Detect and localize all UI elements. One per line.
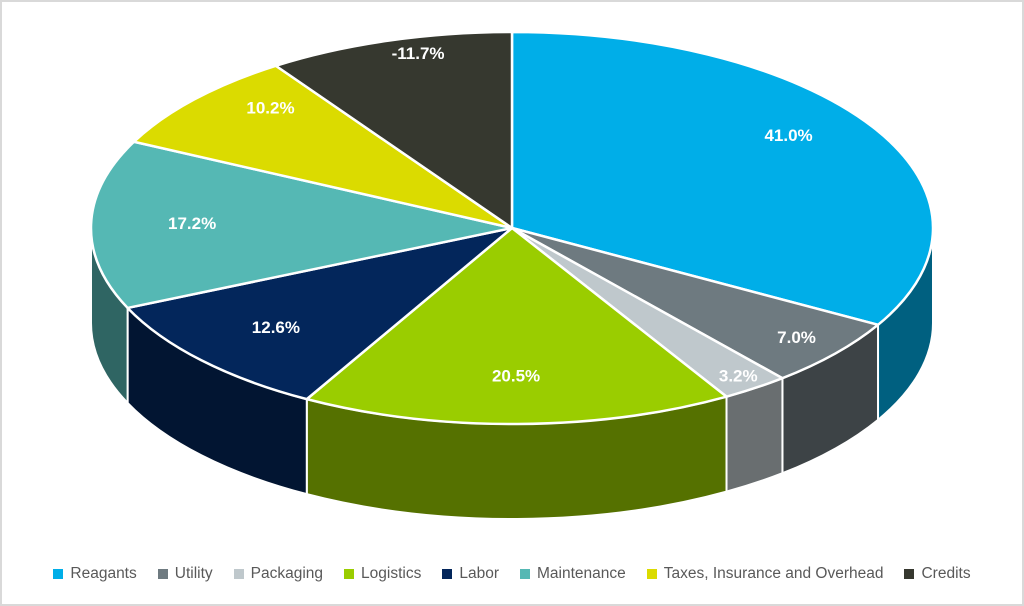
legend-item-utility[interactable]: Utility: [157, 565, 213, 583]
legend-label: Taxes, Insurance and Overhead: [663, 565, 884, 583]
legend-marker-labor: [442, 569, 453, 579]
legend-marker-logistics: [344, 569, 355, 579]
legend-item-packaging[interactable]: Packaging: [233, 565, 324, 583]
slice-label-logistics: 20.5%: [492, 366, 540, 385]
pie-slice-maintenance[interactable]: [89, 140, 514, 310]
legend-marker-credits: [904, 569, 915, 579]
slice-label-labor: 12.6%: [252, 318, 300, 337]
slice-label-credits: -11.7%: [392, 44, 445, 63]
pie-slice-logistics[interactable]: [305, 226, 728, 426]
pie-slice-utility[interactable]: [510, 226, 880, 380]
legend-marker-maintenance: [520, 569, 530, 579]
legend-label: Packaging: [250, 565, 324, 583]
chart-legend: Reagants Utility Packaging Logistics Labor Ma…: [0, 562, 1024, 586]
legend-item-reagants[interactable]: Reagants: [53, 565, 137, 583]
legend-label: Reagants: [70, 565, 137, 583]
slice-label-maintenance: 17.2%: [168, 214, 216, 233]
legend-label: Maintenance: [537, 565, 626, 583]
slice-label-utility: 7.0%: [777, 328, 816, 347]
legend-item-maintenance[interactable]: Maintenance: [520, 566, 626, 582]
legend-label: Credits: [921, 565, 971, 583]
legend-marker-taxes-insurance-and-overhead: [646, 569, 657, 579]
pie-slice-credits[interactable]: [274, 30, 514, 230]
legend-label: Utility: [174, 565, 213, 583]
legend-marker-utility: [157, 569, 168, 579]
pie-slice-reagants[interactable]: [510, 30, 935, 327]
legend-marker-reagants: [53, 569, 64, 579]
slice-label-reagants: 41.0%: [764, 126, 812, 145]
legend-item-credits[interactable]: Credits: [904, 565, 971, 583]
legend-item-taxes-insurance-and-overhead[interactable]: Taxes, Insurance and Overhead: [646, 565, 884, 583]
legend-label: Logistics: [361, 565, 422, 583]
legend-item-labor[interactable]: Labor: [442, 566, 499, 582]
pie-slice-taxes-insurance-and-overhead[interactable]: [132, 64, 514, 230]
legend-item-logistics[interactable]: Logistics: [344, 566, 421, 582]
legend-label: Labor: [459, 565, 499, 583]
legend-marker-packaging: [233, 569, 244, 579]
slice-label-packaging: 3.2%: [719, 366, 758, 385]
pie-slice-labor[interactable]: [126, 226, 514, 401]
slice-label-taxes-insurance-and-overhead: 10.2%: [246, 98, 294, 117]
